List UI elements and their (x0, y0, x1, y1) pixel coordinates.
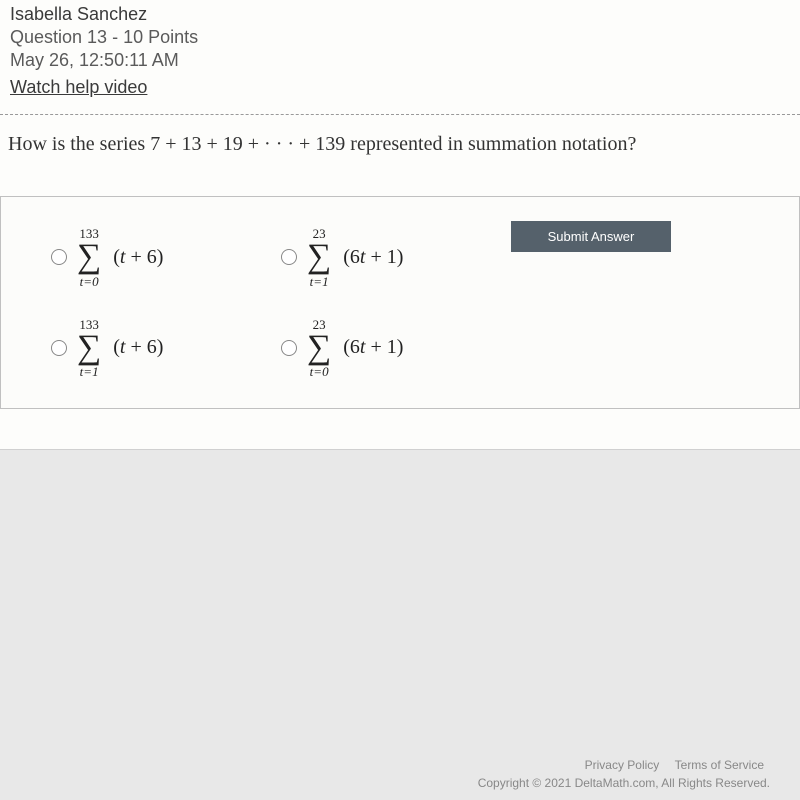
option-a[interactable]: 133 ∑ t=0 (t + 6) (51, 227, 251, 288)
question-page: Isabella Sanchez Question 13 - 10 Points… (0, 0, 800, 450)
question-header: Isabella Sanchez Question 13 - 10 Points… (0, 0, 800, 114)
sigma-d: 23 ∑ t=0 (307, 318, 331, 379)
lower-limit: t=0 (80, 275, 99, 288)
sigma-b: 23 ∑ t=1 (307, 227, 331, 288)
expression-b: (6t + 1) (343, 246, 403, 269)
lower-limit: t=0 (310, 365, 329, 378)
option-b[interactable]: 23 ∑ t=1 (6t + 1) (281, 227, 481, 288)
sigma-c: 133 ∑ t=1 (77, 318, 101, 379)
student-name: Isabella Sanchez (10, 4, 790, 25)
header-divider (0, 114, 800, 115)
terms-of-service-link[interactable]: Terms of Service (675, 758, 764, 772)
copyright-text: Copyright © 2021 DeltaMath.com, All Righ… (478, 776, 770, 790)
footer-links: Privacy Policy Terms of Service (478, 758, 770, 772)
radio-option-d[interactable] (281, 340, 297, 356)
watch-help-video-link[interactable]: Watch help video (10, 77, 147, 98)
question-text: How is the series 7 + 13 + 19 + · · · + … (0, 133, 800, 196)
question-number-line: Question 13 - 10 Points (10, 27, 790, 48)
timestamp: May 26, 12:50:11 AM (10, 50, 790, 71)
radio-option-c[interactable] (51, 340, 67, 356)
sigma-icon: ∑ (307, 333, 331, 364)
lower-limit: t=1 (80, 365, 99, 378)
options-grid: 133 ∑ t=0 (t + 6) 23 ∑ t=1 (6t + 1) Subm… (51, 227, 779, 378)
radio-option-a[interactable] (51, 249, 67, 265)
radio-option-b[interactable] (281, 249, 297, 265)
sigma-icon: ∑ (77, 333, 101, 364)
page-footer: Privacy Policy Terms of Service Copyrigh… (478, 758, 770, 790)
answers-box: 133 ∑ t=0 (t + 6) 23 ∑ t=1 (6t + 1) Subm… (0, 196, 800, 409)
sigma-icon: ∑ (307, 242, 331, 273)
expression-a: (t + 6) (113, 246, 163, 269)
submit-answer-button[interactable]: Submit Answer (511, 221, 671, 252)
option-c[interactable]: 133 ∑ t=1 (t + 6) (51, 318, 251, 379)
lower-limit: t=1 (310, 275, 329, 288)
option-d[interactable]: 23 ∑ t=0 (6t + 1) (281, 318, 481, 379)
expression-d: (6t + 1) (343, 336, 403, 359)
expression-c: (t + 6) (113, 336, 163, 359)
privacy-policy-link[interactable]: Privacy Policy (585, 758, 660, 772)
sigma-icon: ∑ (77, 242, 101, 273)
sigma-a: 133 ∑ t=0 (77, 227, 101, 288)
